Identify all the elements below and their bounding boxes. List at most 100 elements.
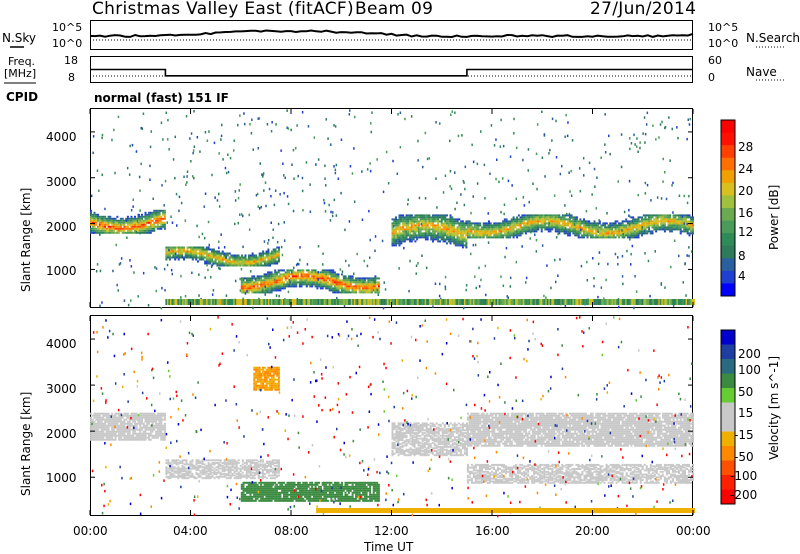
velocity-cell [263,493,266,496]
power-cell [604,228,607,231]
power-cell [291,269,294,272]
power-cell [281,275,284,278]
power-cell [270,291,273,294]
power-cell [279,283,282,286]
power-cell [179,250,182,253]
power-cell [591,226,594,229]
power-cell [200,250,203,253]
power-cell [335,275,338,278]
power-cell [602,299,605,305]
power-cell [346,281,349,284]
power-cell [288,271,291,274]
power-cell [600,226,603,229]
power-cell [214,196,216,199]
velocity-cell [142,436,145,439]
power-cell [470,230,473,233]
power-cell [692,218,694,221]
power-cell [246,285,248,288]
power-cell [503,228,506,231]
power-cell [566,299,569,305]
power-cell [528,224,531,227]
power-cell [461,228,464,231]
power-cell [205,256,208,259]
power-cell [367,283,370,286]
power-cell [548,299,551,305]
power-cell [539,224,541,227]
power-cell [643,299,646,305]
power-cell [444,285,447,288]
power-cell [637,228,640,231]
power-cell [486,232,489,235]
power-cell [398,232,401,235]
power-cell [588,224,591,227]
power-cell [226,254,229,257]
power-cell [451,224,454,227]
power-cell [384,288,387,291]
power-cell [553,214,556,217]
power-cell [547,214,550,217]
power-cell [263,287,266,290]
power-cell [489,228,492,231]
power-cell [577,234,580,237]
power-cell [351,279,354,282]
power-cell [95,219,98,222]
velocity-cell [102,434,105,437]
power-cell [158,221,161,224]
velocity-cell [253,481,256,484]
power-cell [667,214,670,217]
velocity-cell [112,414,115,417]
power-cell [104,219,107,222]
velocity-cell [95,416,98,419]
power-cell [251,287,254,290]
power-cell [249,299,252,305]
power-cell [299,299,302,305]
power-cell [561,218,564,221]
power-cell [218,264,221,267]
power-cell [409,238,412,241]
velocity-cell [242,493,245,496]
power-cell [506,299,509,305]
power-cell [611,236,614,239]
power-cell [141,221,143,224]
power-cell [680,299,683,305]
velocity-cell [123,426,126,429]
power-cell [515,146,518,150]
beam-label: Beam 09 [355,0,434,19]
power-cell [628,222,631,226]
power-cell [544,222,546,226]
power-cell [669,216,672,219]
power-cell [577,232,580,235]
power-cell [563,220,566,223]
velocity-cell [249,487,252,490]
power-cell [568,232,571,235]
power-cell [449,235,452,239]
power-cell [396,224,399,227]
power-cell [686,254,688,257]
power-cell [578,167,581,170]
power-cell [454,218,457,221]
power-cell [170,246,173,249]
power-cell [284,273,287,276]
velocity-cell [105,418,108,421]
velocity-cell [100,428,103,431]
velocity-cell [93,416,96,419]
power-cell [513,117,515,121]
power-cell [432,232,434,235]
power-cell [328,287,331,290]
power-cell [348,279,350,282]
power-cell [440,236,443,239]
power-cell [660,224,663,227]
power-cell [477,222,480,225]
power-cell [539,214,541,217]
power-cell [139,229,142,232]
power-cell [439,234,441,237]
power-cell [274,248,277,251]
power-cell [276,252,279,255]
power-cell [398,236,401,239]
power-cell [609,222,612,225]
power-cell [296,262,299,266]
power-cell [139,209,141,212]
power-cell [472,160,475,164]
velocity-cell [100,426,103,429]
power-cell [218,254,221,257]
